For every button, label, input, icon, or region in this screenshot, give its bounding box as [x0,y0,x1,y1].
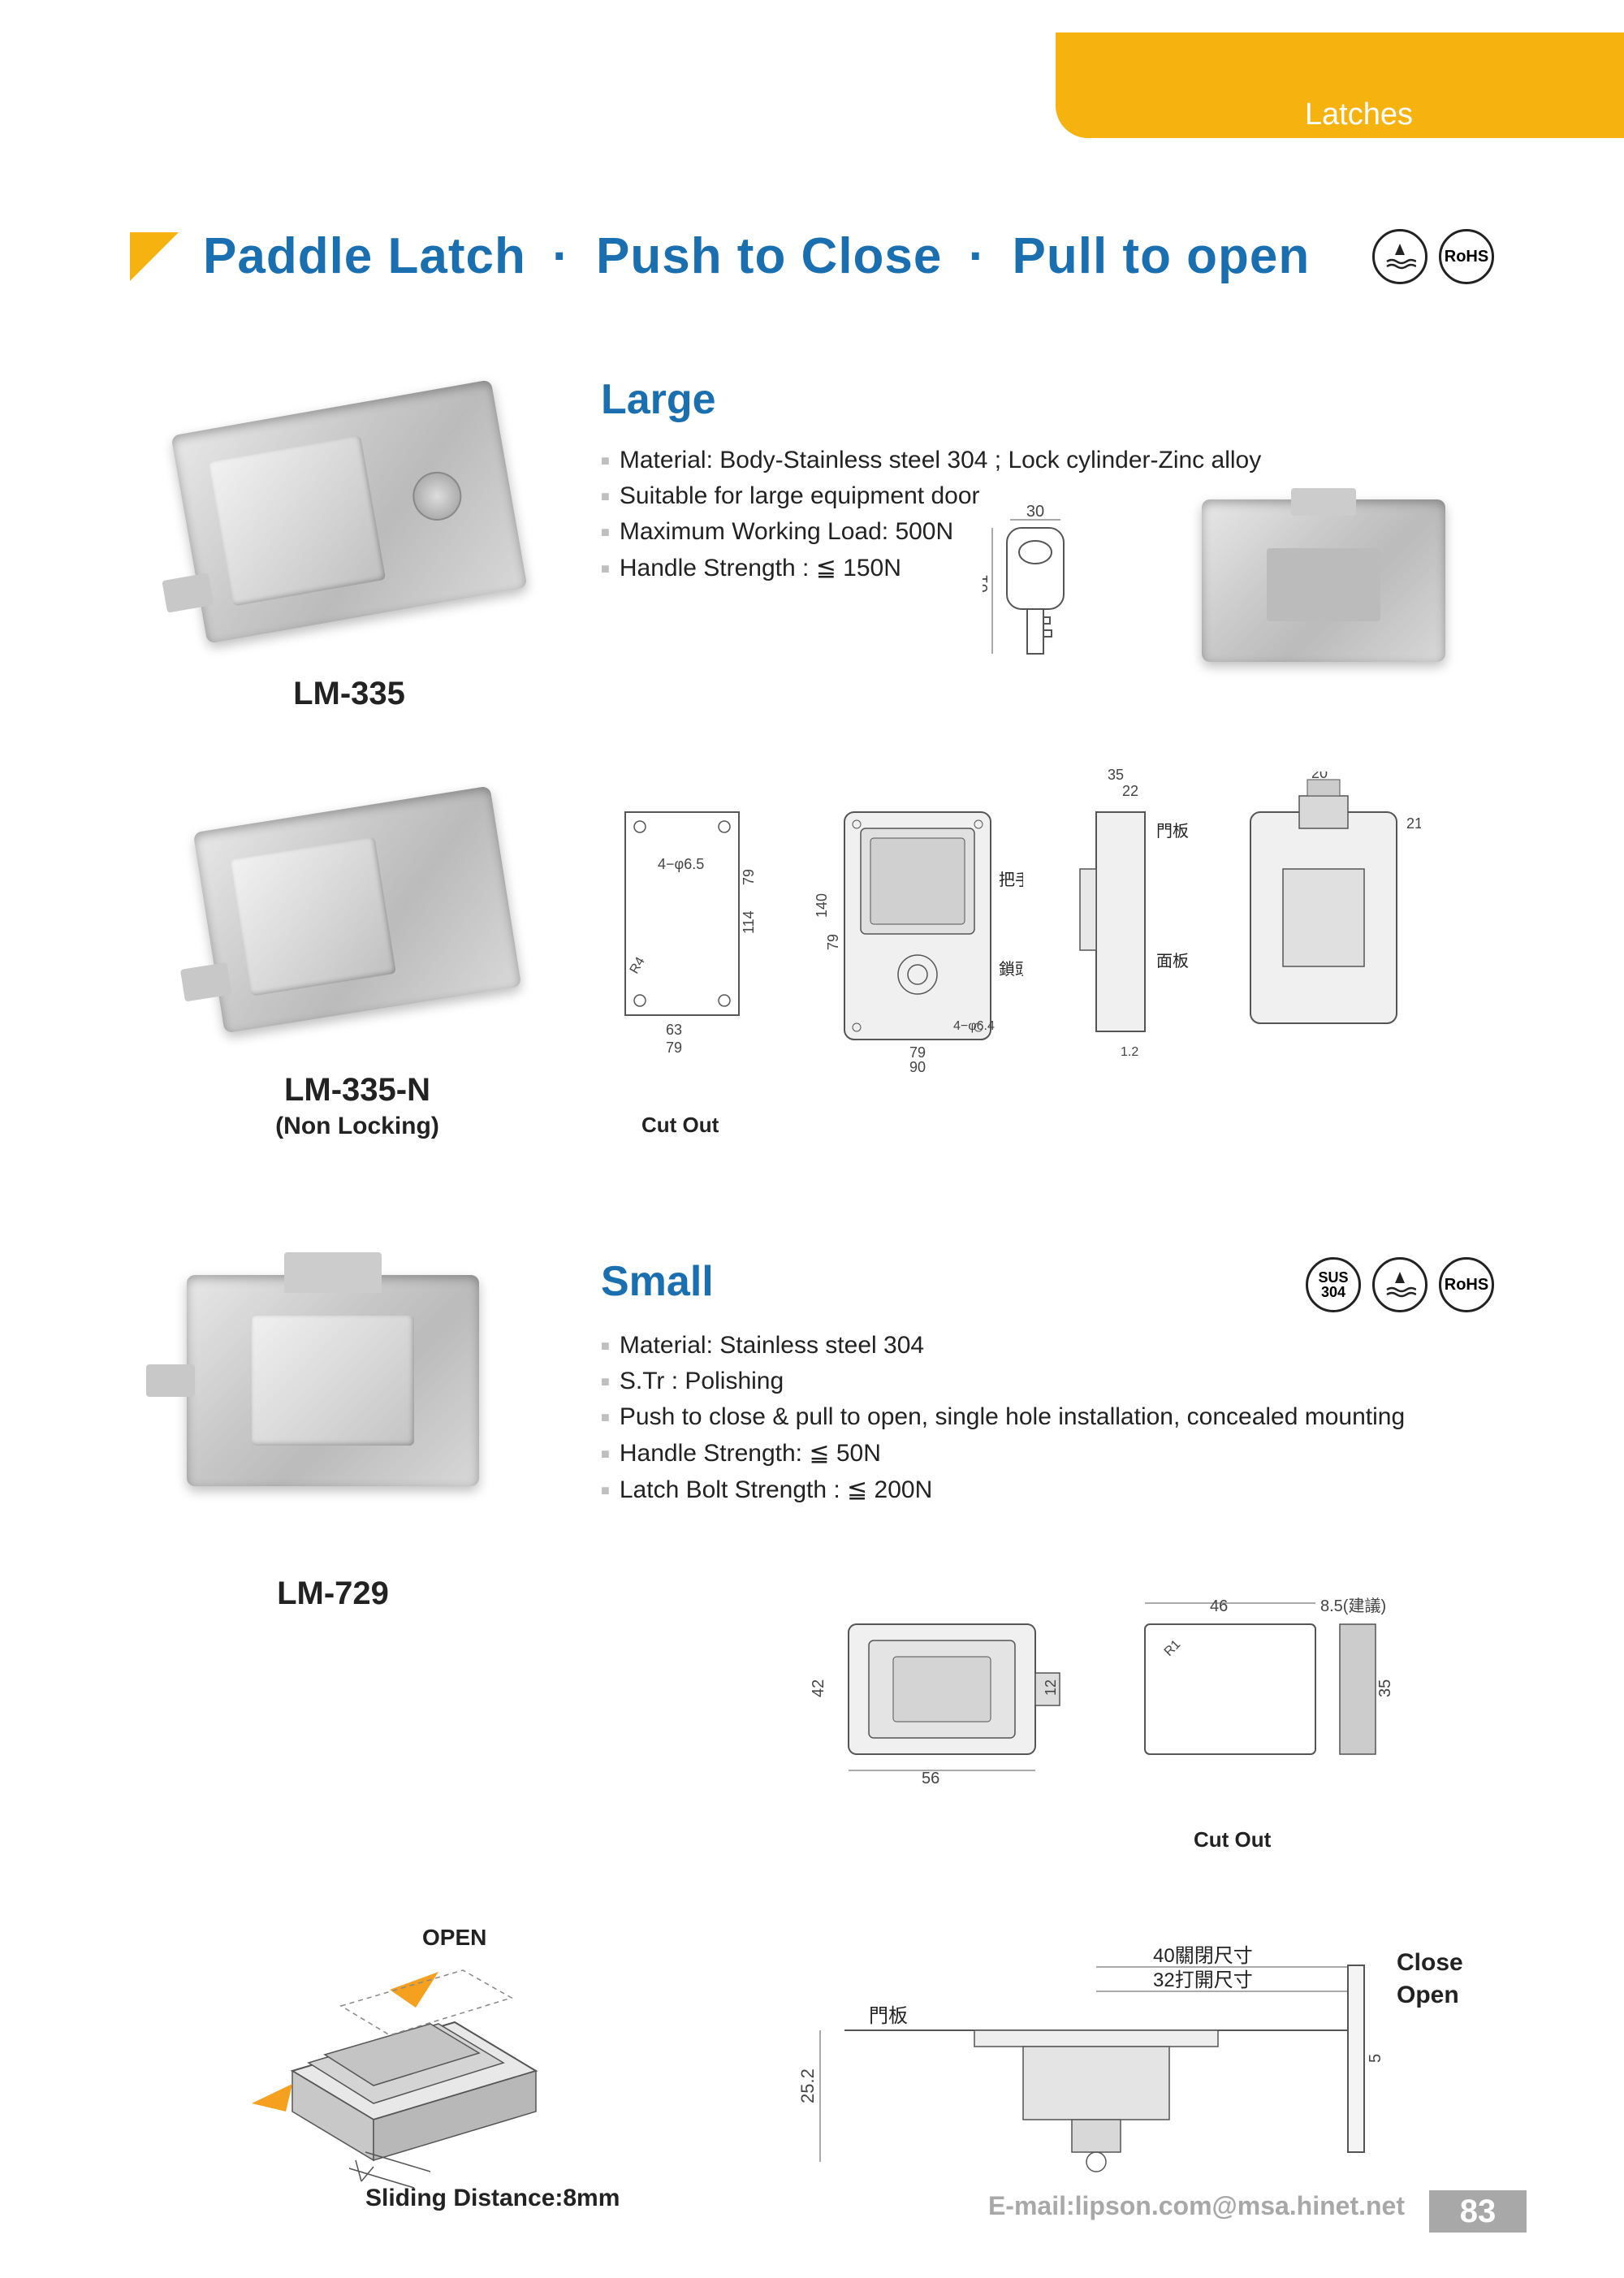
page-number-box: 83 [1429,2190,1527,2233]
spec-item: Push to close & pull to open, single hol… [601,1403,1405,1431]
diagram-front-small: 42 12 56 [804,1592,1072,1803]
svg-text:1.2: 1.2 [1121,1045,1138,1059]
diagram-front-large: 140 79 把手 鎖頭 4−φ6.4 79 90 [812,788,1023,1072]
cutout-label-small: Cut Out [1194,1827,1271,1852]
model-code-lm335n: LM-335-N [179,1072,536,1109]
product-photo-lm729 [146,1243,520,1519]
svg-text:30: 30 [1026,504,1044,521]
title-arrow-icon [130,232,179,281]
svg-text:25.2: 25.2 [797,2068,818,2103]
svg-text:R4: R4 [628,955,648,976]
svg-text:56: 56 [922,1770,939,1787]
rohs-icon: RoHS [1439,229,1494,284]
section-heading-small: Small [601,1257,714,1306]
open-label: OPEN [422,1925,486,1951]
svg-text:40關閉尺寸: 40關閉尺寸 [1153,1945,1253,1967]
spec-item: Handle Strength : ≦ 150N [601,554,1261,582]
svg-text:20: 20 [1311,772,1328,781]
svg-text:5: 5 [1367,2054,1384,2063]
svg-text:22: 22 [1122,783,1138,799]
title-dot: · [552,228,570,284]
svg-text:門板: 門板 [1156,822,1189,841]
sliding-distance-label: Sliding Distance:8mm [365,2185,620,2212]
page-title-row: Paddle Latch · Push to Close · Pull to o… [130,227,1310,285]
header-tab: Latches [1056,32,1624,138]
svg-text:90: 90 [909,1059,926,1072]
svg-text:21: 21 [1406,815,1421,832]
title-part1: Paddle Latch [203,228,526,284]
diagram-cutout-large: 4−φ6.5 R4 79 114 63 79 [601,788,763,1056]
diagram-rear-large: 20 21 [1226,772,1421,1056]
spec-item: Handle Strength: ≦ 50N [601,1439,1405,1468]
svg-text:114: 114 [741,910,757,934]
diagram-side-small: 40關閉尺寸 32打開尺寸 25.2 5 門板 [796,1933,1413,2193]
page-number: 83 [1460,2194,1497,2230]
key-diagram: 30 61 [983,504,1088,666]
spec-list-large: Material: Body-Stainless steel 304 ; Loc… [601,447,1261,582]
badges-top: RoHS [1372,229,1494,284]
model-code-lm729: LM-729 [146,1576,520,1612]
badges-small: SUS304 RoHS [1306,1257,1494,1312]
close-label: Close [1397,1949,1463,1977]
spec-item: Maximum Working Load: 500N [601,518,1261,546]
spec-list-small: Material: Stainless steel 304 S.Tr : Pol… [601,1332,1405,1504]
svg-text:79: 79 [666,1040,682,1056]
diagram-side-large: 35 22 門板 面板 1.2 [1056,755,1194,1064]
spec-item: Suitable for large equipment door [601,482,1261,510]
model-code-lm335: LM-335 [154,676,544,712]
svg-text:61: 61 [983,575,991,593]
svg-text:35: 35 [1376,1679,1394,1697]
page-title: Paddle Latch · Push to Close · Pull to o… [203,227,1310,285]
open-label-side: Open [1397,1982,1459,2009]
model-sub-lm335n: (Non Locking) [179,1113,536,1140]
spec-item: Material: Stainless steel 304 [601,1332,1405,1359]
title-dot: · [969,228,987,284]
svg-text:8.5(建議): 8.5(建議) [1320,1597,1386,1615]
svg-text:46: 46 [1210,1597,1228,1615]
spec-item: S.Tr : Polishing [601,1368,1405,1395]
svg-text:35: 35 [1108,767,1124,783]
title-part2: Push to Close [596,228,942,284]
title-part3: Pull to open [1013,228,1311,284]
svg-text:4−φ6.5: 4−φ6.5 [658,856,704,872]
svg-text:R1: R1 [1162,1637,1184,1659]
svg-text:42: 42 [810,1679,827,1697]
svg-text:32打開尺寸: 32打開尺寸 [1153,1969,1253,1991]
footer-email: E-mail:lipson.com@msa.hinet.net [988,2191,1405,2221]
svg-text:門板: 門板 [869,2005,908,2027]
product-photo-rear [1186,483,1462,678]
svg-text:12: 12 [1043,1679,1059,1696]
diagram-cutout-small: 46 8.5(建議) 35 R1 [1112,1592,1405,1803]
svg-text:面板: 面板 [1156,952,1189,970]
svg-text:63: 63 [666,1022,682,1038]
waterproof-icon [1372,229,1427,284]
svg-text:79: 79 [825,934,841,950]
product-photo-lm335 [154,374,544,650]
svg-text:140: 140 [814,893,830,918]
svg-text:把手: 把手 [999,871,1023,889]
product-photo-lm335n [179,780,536,1040]
svg-text:鎖頭: 鎖頭 [999,960,1023,979]
svg-text:79: 79 [741,869,757,885]
sus304-icon: SUS304 [1306,1257,1361,1312]
svg-text:79: 79 [909,1044,926,1061]
header-category: Latches [1305,97,1413,132]
spec-item: Material: Body-Stainless steel 304 ; Loc… [601,447,1261,474]
svg-text:4−φ6.4: 4−φ6.4 [953,1019,995,1033]
cutout-label-large: Cut Out [641,1113,719,1138]
rohs-icon: RoHS [1439,1257,1494,1312]
waterproof-icon [1372,1257,1427,1312]
section-heading-large: Large [601,375,716,424]
spec-item: Latch Bolt Strength : ≦ 200N [601,1476,1405,1504]
